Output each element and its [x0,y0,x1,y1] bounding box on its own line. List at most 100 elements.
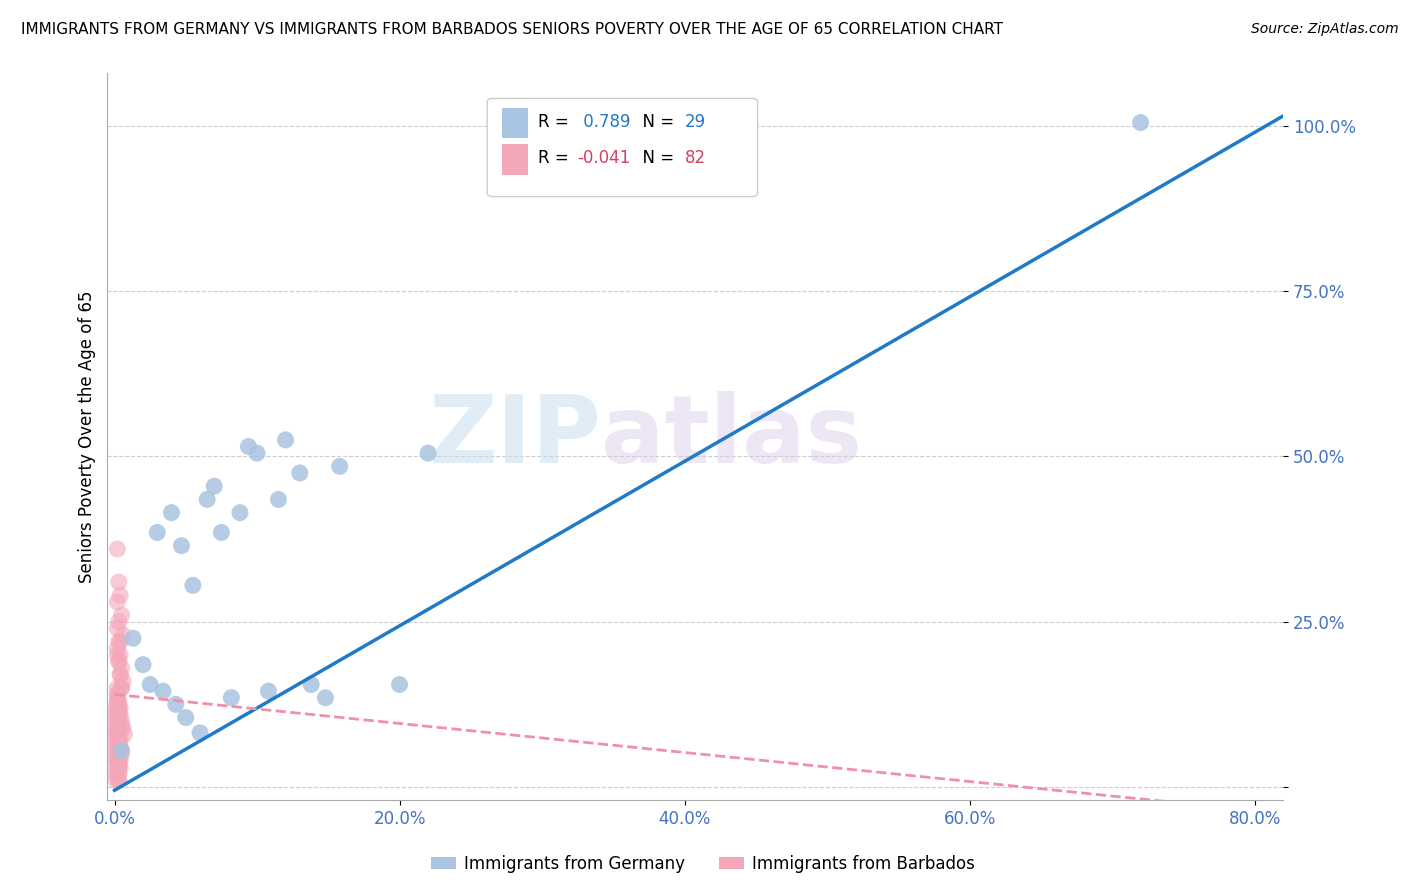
Point [105,681,128,695]
FancyBboxPatch shape [502,145,529,175]
Point [107,733,129,747]
Point [107,634,129,648]
Point [104,727,127,741]
Point [111,747,134,761]
Point [105,727,128,741]
Point [105,700,128,714]
Point [105,648,128,662]
FancyBboxPatch shape [486,98,758,196]
Point [107,654,129,668]
Point [105,688,128,702]
Point [107,754,129,768]
Point [122,632,145,646]
Point [111,681,134,695]
Point [107,733,129,747]
Point [104,721,127,735]
Point [299,677,322,691]
Point [108,700,131,714]
Point [107,700,129,714]
Point [104,766,127,780]
Point [105,621,128,635]
Point [105,541,128,556]
Point [107,700,129,714]
Point [107,615,129,629]
Point [104,747,127,761]
Point [1129,115,1152,129]
Point [388,677,411,691]
Point [107,721,129,735]
Point [107,707,129,722]
Point [104,773,127,788]
Point [107,747,129,761]
Point [104,707,127,722]
Point [105,714,128,728]
Point [105,694,128,708]
Text: Source: ZipAtlas.com: Source: ZipAtlas.com [1251,22,1399,37]
Point [108,754,131,768]
Point [202,479,225,493]
Point [105,641,128,656]
Point [111,681,134,695]
Point [107,740,129,755]
Point [111,661,134,675]
Point [152,684,174,698]
Point [105,694,128,708]
Point [105,688,128,702]
Point [107,760,129,774]
Point [416,446,439,460]
Point [111,744,134,758]
Text: 0.789: 0.789 [578,112,630,131]
Point [112,721,135,735]
Point [107,760,129,774]
Point [257,684,280,698]
Point [139,677,162,691]
Point [114,727,136,741]
Text: R =: R = [537,149,574,167]
Point [104,760,127,774]
Point [188,726,211,740]
Point [105,754,128,768]
Text: N =: N = [631,112,679,131]
Point [107,740,129,755]
Point [195,492,218,507]
Text: IMMIGRANTS FROM GERMANY VS IMMIGRANTS FROM BARBADOS SENIORS POVERTY OVER THE AGE: IMMIGRANTS FROM GERMANY VS IMMIGRANTS FR… [21,22,1002,37]
Text: 29: 29 [685,112,706,131]
Text: atlas: atlas [602,391,862,483]
Point [107,773,129,788]
Point [105,733,128,747]
Point [165,698,187,712]
Legend: Immigrants from Germany, Immigrants from Barbados: Immigrants from Germany, Immigrants from… [425,848,981,880]
Point [111,721,134,735]
Point [108,667,131,681]
Point [104,733,127,747]
Point [104,700,127,714]
Point [160,506,183,520]
Point [107,766,129,780]
Point [108,707,131,722]
Point [238,440,260,454]
Text: -0.041: -0.041 [578,149,631,167]
Point [105,727,128,741]
Point [209,525,232,540]
Point [221,690,243,705]
Point [108,733,131,747]
Point [108,760,131,774]
Text: R =: R = [537,112,574,131]
Text: 82: 82 [685,149,706,167]
Point [105,595,128,609]
Point [107,733,129,747]
Point [104,740,127,755]
Point [111,608,134,623]
Point [105,721,128,735]
Point [105,747,128,761]
Point [107,694,129,708]
Point [181,578,204,592]
Point [104,754,127,768]
Text: ZIP: ZIP [429,391,602,483]
Point [146,525,169,540]
Point [112,674,135,689]
Point [246,446,269,460]
Point [108,648,131,662]
Point [132,657,155,672]
Point [107,714,129,728]
